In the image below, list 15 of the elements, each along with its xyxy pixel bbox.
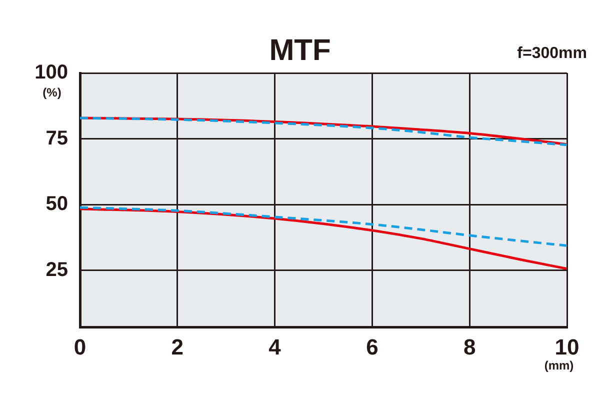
y-tick-label: 75 xyxy=(46,127,68,150)
y-axis-title: (%) xyxy=(42,85,62,100)
x-tick-label: 0 xyxy=(74,334,86,360)
y-tick-label: 25 xyxy=(46,258,68,281)
text: f=300mm xyxy=(517,45,587,62)
x-tick-label: 4 xyxy=(268,334,282,360)
x-axis-title: (mm) xyxy=(544,358,574,372)
x-tick-label: 2 xyxy=(171,334,184,360)
chart-title: MTF xyxy=(269,34,331,67)
y-tick-label: 50 xyxy=(46,193,68,216)
line-series xyxy=(80,206,567,247)
y-tick-label: 100 xyxy=(34,62,68,84)
x-tick-label: 6 xyxy=(366,334,378,360)
x-tick-label: 10 xyxy=(554,334,580,360)
x-tick-label: 8 xyxy=(463,334,476,360)
